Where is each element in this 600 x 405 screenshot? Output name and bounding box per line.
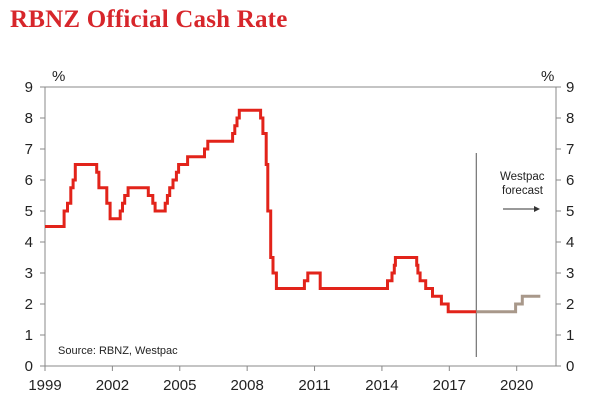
y-right-tick-label: 7 <box>566 141 574 158</box>
y-left-tick-label: 9 <box>25 79 33 96</box>
x-tick-label: 2020 <box>500 377 533 394</box>
plot-frame <box>44 86 557 367</box>
x-tick-label: 2008 <box>230 377 263 394</box>
series-layer <box>45 108 541 314</box>
forecast-label-line2: forecast <box>502 185 544 197</box>
y-right-tick-label: 1 <box>566 327 574 344</box>
actual-series-line <box>45 108 477 314</box>
y-right-tick-label: 6 <box>566 172 574 189</box>
x-tick-label: 2014 <box>365 377 398 394</box>
y-right-tick-label: 0 <box>566 358 574 375</box>
x-tick-label: 2017 <box>433 377 466 394</box>
y-axis-right-unit: % <box>541 68 554 85</box>
y-right-tick-label: 4 <box>566 234 574 251</box>
y-axis-left: 0 1 2 3 4 5 6 7 8 9 <box>25 79 45 375</box>
y-right-tick-label: 9 <box>566 79 574 96</box>
forecast-series-line <box>476 294 541 314</box>
x-tick-label: 1999 <box>28 377 61 394</box>
y-left-tick-label: 0 <box>25 358 33 375</box>
y-left-tick-label: 4 <box>25 234 33 251</box>
y-right-tick-label: 8 <box>566 110 574 127</box>
chart-title: RBNZ Official Cash Rate <box>10 6 288 33</box>
forecast-arrow <box>503 206 540 212</box>
y-axis-right: 0 1 2 3 4 5 6 7 8 9 <box>556 79 574 375</box>
y-left-tick-label: 2 <box>25 296 33 313</box>
y-left-tick-label: 1 <box>25 327 33 344</box>
source-note: Source: RBNZ, Westpac <box>58 345 178 357</box>
y-left-tick-label: 8 <box>25 110 33 127</box>
y-right-tick-label: 5 <box>566 203 574 220</box>
y-axis-left-unit: % <box>52 68 65 85</box>
y-left-tick-label: 6 <box>25 172 33 189</box>
forecast-label-line1: Westpac <box>500 171 545 183</box>
x-tick-label: 2005 <box>163 377 196 394</box>
y-left-tick-label: 5 <box>25 203 33 220</box>
x-axis: 1999 2002 2005 2008 2011 2014 2017 2020 <box>28 366 533 394</box>
x-tick-label: 2011 <box>298 377 330 394</box>
y-left-tick-label: 7 <box>25 141 33 158</box>
x-tick-label: 2002 <box>96 377 129 394</box>
y-right-tick-label: 2 <box>566 296 574 313</box>
y-right-tick-label: 3 <box>566 265 574 282</box>
y-left-tick-label: 3 <box>25 265 33 282</box>
